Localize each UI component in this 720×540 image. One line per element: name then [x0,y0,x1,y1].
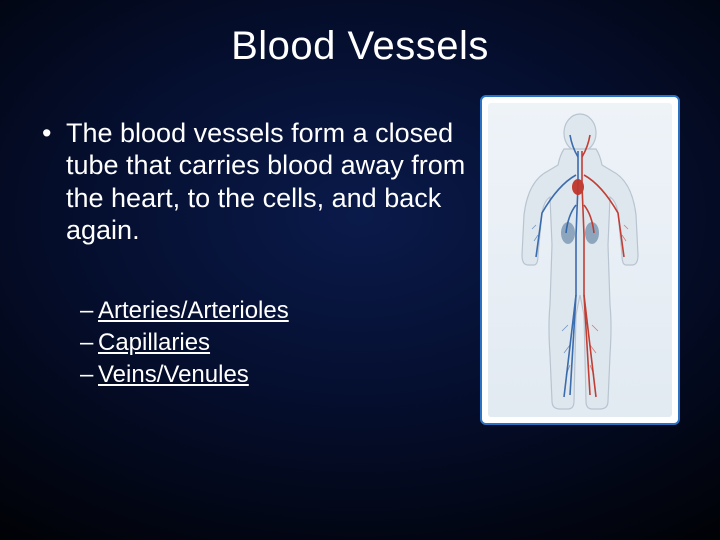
circulatory-system-icon [488,103,672,417]
text-column: • The blood vessels form a closed tube t… [40,89,480,425]
list-item: – Veins/Venules [80,359,470,391]
list-item: – Arteries/Arterioles [80,295,470,327]
anatomy-frame [480,95,680,425]
main-bullet: • The blood vessels form a closed tube t… [40,117,470,247]
figure-column [480,89,690,425]
slide-title: Blood Vessels [0,0,720,89]
sub-bullet-list: – Arteries/Arterioles – Capillaries – Ve… [40,295,470,392]
slide-body: • The blood vessels form a closed tube t… [0,89,720,425]
sub-item-text: Veins/Venules [98,359,249,391]
dash-icon: – [80,359,98,391]
sub-item-text: Arteries/Arterioles [98,295,289,327]
dash-icon: – [80,327,98,359]
dash-icon: – [80,295,98,327]
anatomy-illustration [488,103,672,417]
sub-item-text: Capillaries [98,327,210,359]
main-bullet-text: The blood vessels form a closed tube tha… [66,117,470,247]
bullet-dot-icon: • [40,117,66,247]
slide: Blood Vessels • The blood vessels form a… [0,0,720,540]
list-item: – Capillaries [80,327,470,359]
